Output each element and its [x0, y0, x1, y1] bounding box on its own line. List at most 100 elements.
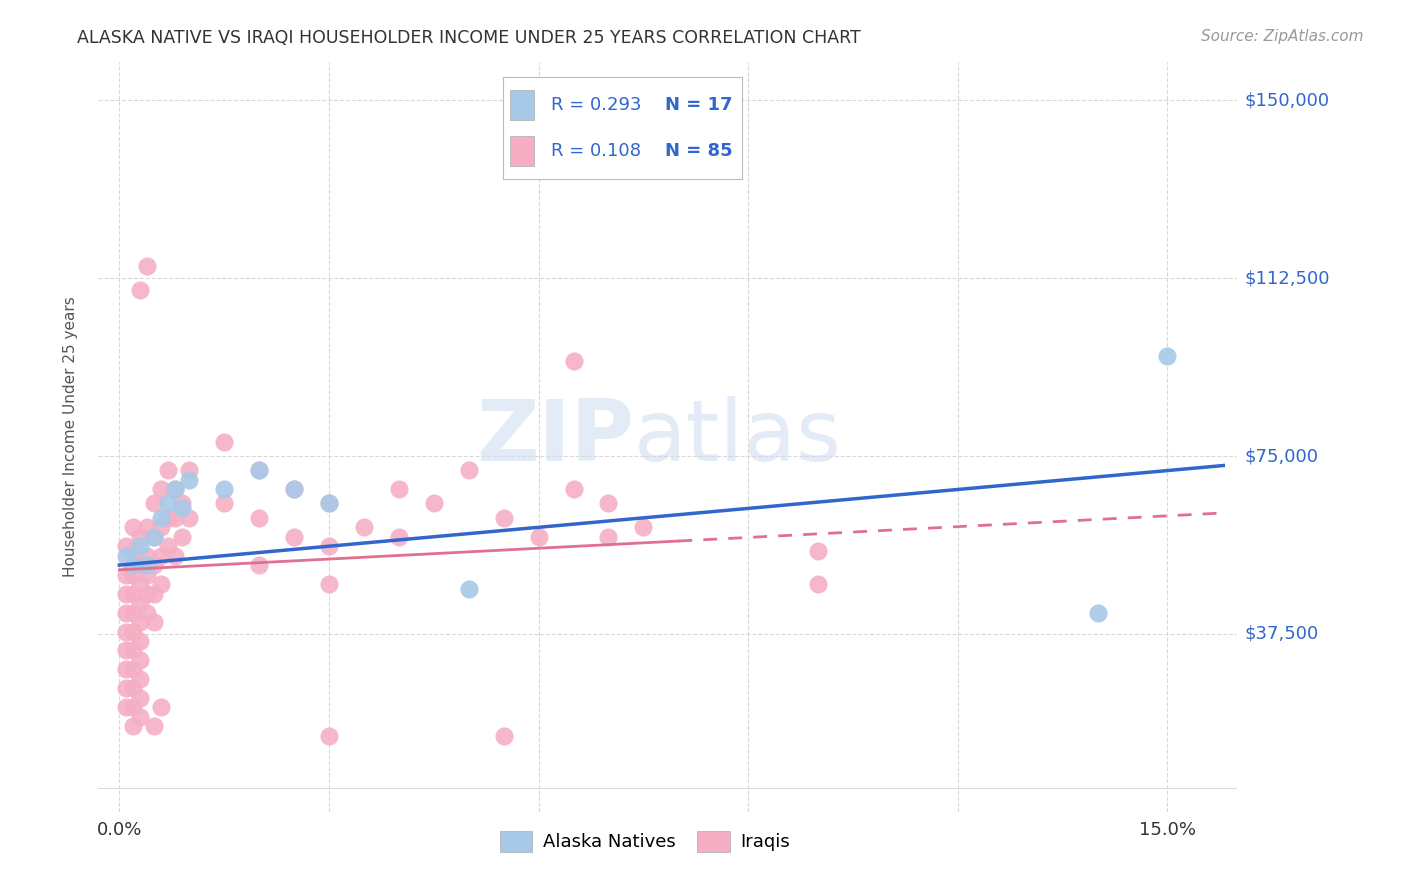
Point — [353, 520, 375, 534]
Legend: Alaska Natives, Iraqis: Alaska Natives, Iraqis — [492, 823, 797, 859]
Point — [122, 700, 145, 714]
Point — [318, 496, 340, 510]
Point — [122, 643, 145, 657]
Point — [143, 530, 166, 544]
Point — [157, 539, 180, 553]
Point — [129, 577, 152, 591]
Point — [129, 653, 152, 667]
Point — [165, 482, 187, 496]
Point — [212, 434, 235, 449]
Point — [179, 473, 201, 487]
Point — [212, 496, 235, 510]
Point — [492, 729, 515, 743]
Point — [115, 539, 138, 553]
Point — [283, 482, 305, 496]
Point — [122, 558, 145, 573]
Point — [115, 643, 138, 657]
Point — [143, 530, 166, 544]
Point — [136, 567, 159, 582]
Point — [165, 549, 187, 563]
Point — [457, 463, 479, 477]
Point — [143, 496, 166, 510]
Point — [136, 558, 159, 573]
Point — [143, 719, 166, 733]
Point — [136, 586, 159, 600]
Point — [150, 700, 173, 714]
Point — [129, 558, 152, 573]
Point — [129, 530, 152, 544]
Point — [136, 606, 159, 620]
Text: atlas: atlas — [634, 395, 842, 479]
Point — [157, 510, 180, 524]
Point — [179, 510, 201, 524]
Point — [129, 634, 152, 648]
Y-axis label: Householder Income Under 25 years: Householder Income Under 25 years — [63, 297, 77, 577]
Point — [157, 463, 180, 477]
Point — [129, 283, 152, 297]
Point — [129, 690, 152, 705]
Point — [129, 539, 152, 553]
Text: ZIP: ZIP — [477, 395, 634, 479]
Point — [247, 510, 270, 524]
Text: $150,000: $150,000 — [1244, 91, 1330, 110]
Point — [122, 520, 145, 534]
Point — [388, 530, 411, 544]
Point — [115, 586, 138, 600]
Point — [388, 482, 411, 496]
Point — [122, 624, 145, 639]
Point — [115, 624, 138, 639]
Point — [283, 482, 305, 496]
Point — [136, 520, 159, 534]
Point — [122, 719, 145, 733]
Point — [318, 539, 340, 553]
Point — [633, 520, 655, 534]
Point — [157, 496, 180, 510]
Point — [212, 482, 235, 496]
Point — [150, 520, 173, 534]
Point — [172, 501, 194, 516]
Point — [129, 615, 152, 629]
Point — [115, 700, 138, 714]
Point — [457, 582, 479, 596]
Point — [129, 710, 152, 724]
Point — [143, 586, 166, 600]
Point — [172, 496, 194, 510]
Point — [318, 577, 340, 591]
Point — [143, 615, 166, 629]
Point — [115, 606, 138, 620]
Point — [318, 729, 340, 743]
Point — [283, 530, 305, 544]
Point — [150, 577, 173, 591]
Text: ALASKA NATIVE VS IRAQI HOUSEHOLDER INCOME UNDER 25 YEARS CORRELATION CHART: ALASKA NATIVE VS IRAQI HOUSEHOLDER INCOM… — [77, 29, 860, 46]
Point — [143, 558, 166, 573]
Text: $112,500: $112,500 — [1244, 269, 1330, 287]
Point — [318, 496, 340, 510]
Point — [122, 681, 145, 696]
Point — [598, 496, 620, 510]
Point — [247, 558, 270, 573]
Point — [172, 530, 194, 544]
Point — [807, 577, 830, 591]
Point — [115, 663, 138, 677]
Point — [115, 681, 138, 696]
Point — [492, 510, 515, 524]
Point — [1156, 350, 1178, 364]
Text: $37,500: $37,500 — [1244, 625, 1319, 643]
Text: $75,000: $75,000 — [1244, 447, 1319, 465]
Point — [165, 510, 187, 524]
Point — [122, 663, 145, 677]
Point — [129, 596, 152, 610]
Point — [247, 463, 270, 477]
Point — [150, 482, 173, 496]
Point — [247, 463, 270, 477]
Point — [122, 606, 145, 620]
Point — [136, 549, 159, 563]
Point — [136, 260, 159, 274]
Point — [150, 510, 173, 524]
Point — [807, 544, 830, 558]
Point — [423, 496, 446, 510]
Point — [115, 567, 138, 582]
Point — [1087, 606, 1109, 620]
Point — [122, 544, 145, 558]
Point — [115, 549, 138, 563]
